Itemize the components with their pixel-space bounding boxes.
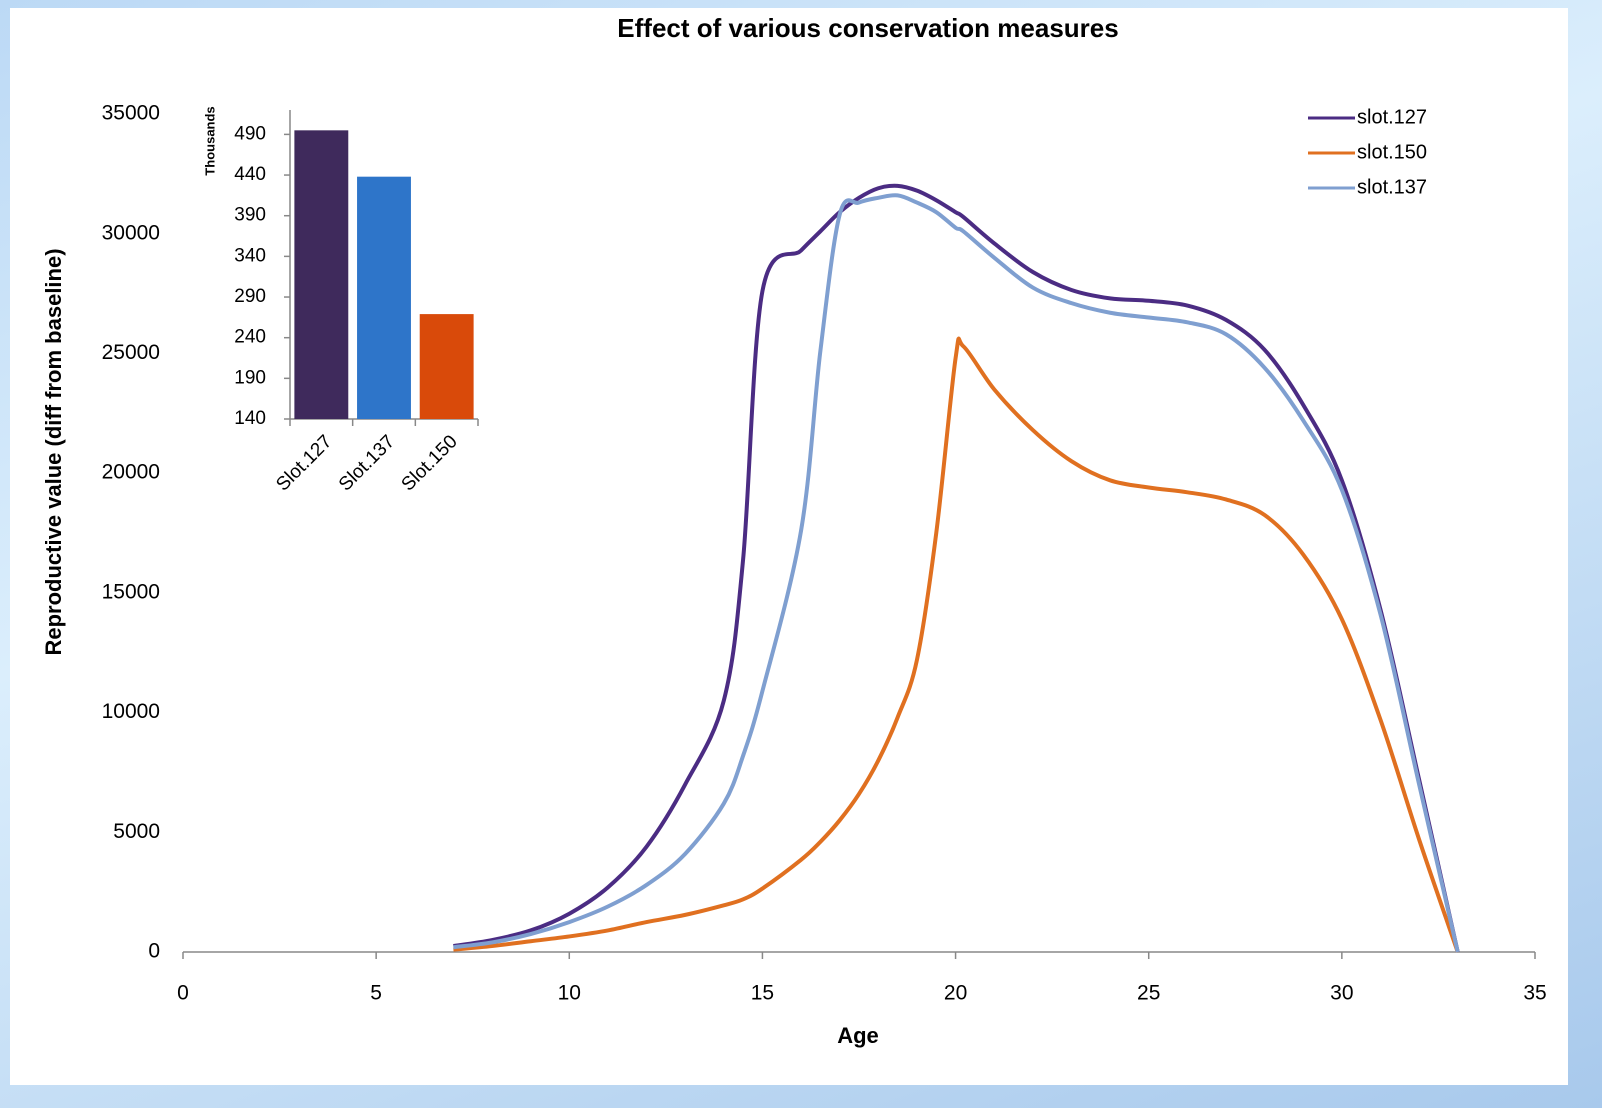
y-tick-label: 15000 xyxy=(102,580,160,603)
y-tick-label: 140 xyxy=(234,408,266,429)
y-tick-label: 240 xyxy=(234,327,266,348)
y-tick-label: 490 xyxy=(234,123,266,144)
bar xyxy=(357,176,411,419)
x-tick-label: 20 xyxy=(944,982,967,1005)
y-tick-label: 340 xyxy=(234,245,266,266)
y-tick-label: 390 xyxy=(234,205,266,226)
y-tick-label: 190 xyxy=(234,367,266,388)
y-axis-title: Reproductive value (diff from baseline) xyxy=(41,248,66,655)
x-tick-label: 0 xyxy=(177,982,189,1005)
bar xyxy=(294,130,349,419)
y-tick-label: 30000 xyxy=(102,221,160,244)
legend-label: slot.127 xyxy=(1357,106,1427,128)
legend-label: slot.150 xyxy=(1357,141,1427,163)
y-tick-label: 10000 xyxy=(102,700,160,723)
x-tick-label: 35 xyxy=(1523,982,1546,1005)
y-tick-label: 440 xyxy=(234,164,266,185)
y-tick-label: 20000 xyxy=(102,461,160,484)
y-tick-label: 0 xyxy=(148,940,160,963)
line-series xyxy=(453,193,1460,953)
legend-label: slot.137 xyxy=(1357,176,1427,198)
line-series xyxy=(453,183,1460,953)
x-tick-label: 5 xyxy=(370,982,382,1005)
x-axis-title: Age xyxy=(837,1023,879,1048)
bar xyxy=(419,314,474,419)
x-tick-label: 15 xyxy=(751,982,774,1005)
y-tick-label: 290 xyxy=(234,286,266,307)
x-tick-label: 25 xyxy=(1137,982,1160,1005)
x-tick-label: 10 xyxy=(558,982,581,1005)
inset-y-axis-title: Thousands xyxy=(202,106,217,175)
line-series xyxy=(453,336,1460,953)
x-tick-label: 30 xyxy=(1330,982,1353,1005)
chart-title: Effect of various conservation measures xyxy=(617,13,1118,43)
y-tick-label: 35000 xyxy=(102,102,160,125)
y-tick-label: 5000 xyxy=(113,820,160,843)
y-tick-label: 25000 xyxy=(102,341,160,364)
